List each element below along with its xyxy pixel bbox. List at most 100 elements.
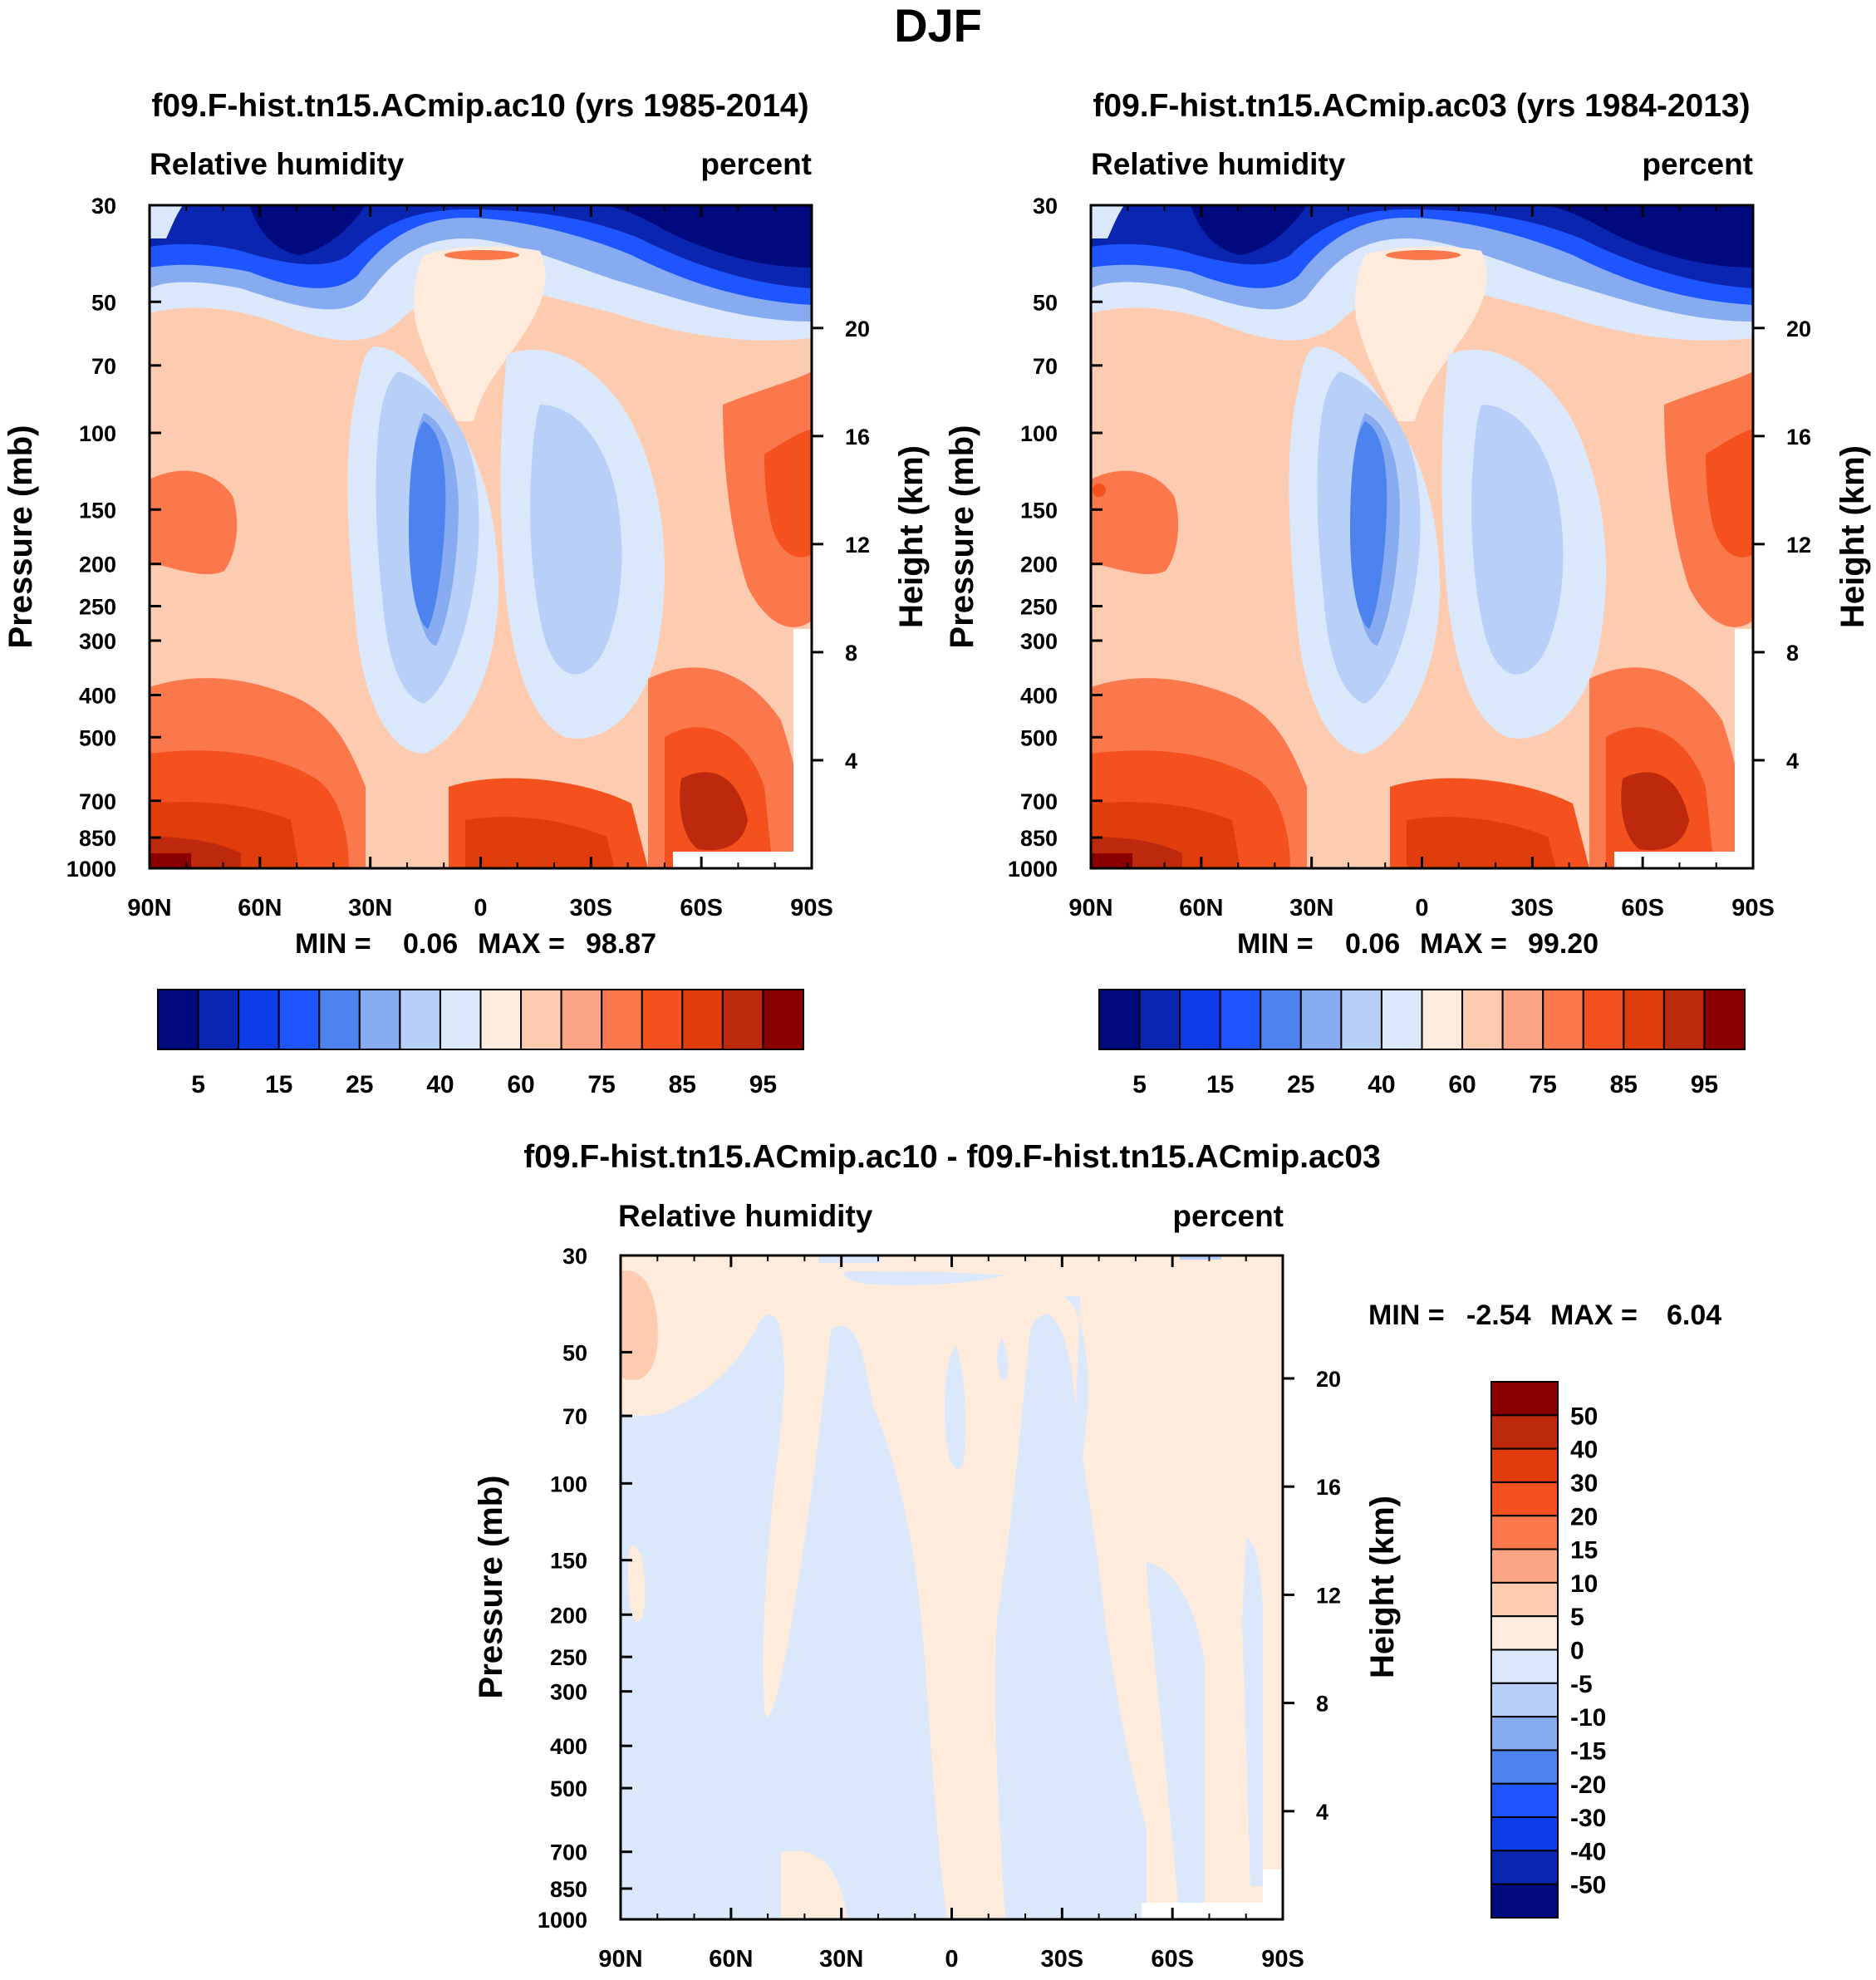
colorbar-box <box>1662 989 1706 1050</box>
colorbar-box <box>1380 989 1423 1050</box>
y-tick-label: 250 <box>79 595 116 620</box>
colorbar-label: -30 <box>1570 1805 1606 1832</box>
height-tick-label: 4 <box>1316 1800 1328 1825</box>
colorbar-box <box>1490 1381 1559 1417</box>
colorbar-box <box>1490 1548 1559 1584</box>
y-tick-label: 1000 <box>66 857 116 882</box>
panel-a-min-value: 0.06 <box>403 928 458 960</box>
panel-a-ylabel-right: Height (km) <box>893 445 930 628</box>
x-tick-label: 60N <box>238 895 282 921</box>
panel-diff-units-label: percent <box>1172 1199 1284 1233</box>
x-tick-label: 60S <box>680 895 723 921</box>
panel-b-units-label: percent <box>1642 147 1753 181</box>
panel-a-ylabel: Pressure (mb) <box>2 425 39 649</box>
panel-diff-min-label: MIN = <box>1368 1300 1445 1331</box>
panel-b-colorbar: 5 15 25 40 60 75 85 95 <box>1098 989 1746 1098</box>
panel-b-max-value: 99.20 <box>1528 928 1599 960</box>
panel-b: f09.F-hist.tn15.ACmip.ac03 (yrs 1984-201… <box>944 88 1871 1098</box>
colorbar-box <box>1490 1816 1559 1852</box>
colorbar-box <box>318 989 361 1050</box>
panel-a-variable-label: Relative humidity <box>150 147 405 181</box>
y-tick-label: 500 <box>79 725 116 750</box>
colorbar-box <box>1703 989 1746 1050</box>
panel-diff-title: f09.F-hist.tn15.ACmip.ac10 - f09.F-hist.… <box>523 1139 1381 1175</box>
y-tick-label: 100 <box>79 421 116 446</box>
colorbar-label: 25 <box>346 1071 373 1098</box>
colorbar-box <box>1490 1682 1559 1718</box>
colorbar-box <box>1490 1648 1559 1684</box>
colorbar-label: 60 <box>1448 1071 1476 1098</box>
y-tick-label: 30 <box>562 1244 587 1269</box>
colorbar-label: 50 <box>1570 1403 1598 1430</box>
colorbar-label: -20 <box>1570 1771 1606 1799</box>
colorbar-box <box>277 989 321 1050</box>
x-tick-label: 30N <box>819 1946 863 1973</box>
colorbar-label: 40 <box>1368 1071 1395 1098</box>
colorbar-box <box>1490 1581 1559 1618</box>
panel-a-min-label: MIN = <box>295 928 371 960</box>
y-tick-label: 200 <box>550 1603 587 1628</box>
panel-b-title: f09.F-hist.tn15.ACmip.ac03 (yrs 1984-201… <box>1093 88 1750 124</box>
colorbar-box <box>641 989 684 1050</box>
y-tick-label: 150 <box>1020 498 1058 523</box>
y-tick-label: 50 <box>91 290 116 315</box>
height-tick-label: 8 <box>1786 641 1799 666</box>
x-tick-label: 90S <box>1261 1946 1304 1973</box>
y-tick-label: 250 <box>1020 595 1058 620</box>
height-tick-label: 12 <box>845 533 870 558</box>
colorbar-box <box>1490 1615 1559 1651</box>
height-tick-label: 16 <box>1316 1475 1341 1500</box>
colorbar-label: 95 <box>1691 1071 1718 1098</box>
y-tick-label: 200 <box>1020 553 1058 577</box>
panel-diff-variable-label: Relative humidity <box>618 1199 873 1233</box>
colorbar-label: 40 <box>426 1071 454 1098</box>
colorbar-box <box>1490 1883 1559 1919</box>
panel-b-min-value: 0.06 <box>1345 928 1400 960</box>
colorbar-box <box>560 989 603 1050</box>
y-tick-label: 30 <box>91 194 116 219</box>
height-tick-label: 20 <box>845 317 870 341</box>
x-tick-label: 60N <box>1179 895 1223 921</box>
page-title: DJF <box>894 0 982 52</box>
panel-a: f09.F-hist.tn15.ACmip.ac10 (yrs 1985-201… <box>2 88 930 1098</box>
panel-b-ylabel: Pressure (mb) <box>944 425 980 649</box>
y-tick-label: 700 <box>550 1840 587 1865</box>
colorbar-box <box>1340 989 1382 1050</box>
colorbar-box <box>681 989 724 1050</box>
colorbar-label: 40 <box>1570 1437 1598 1464</box>
x-tick-label: 90S <box>790 895 833 921</box>
y-tick-label: 850 <box>550 1877 587 1902</box>
colorbar-label: 5 <box>1570 1604 1584 1631</box>
colorbar-box <box>1490 1749 1559 1785</box>
y-tick-label: 50 <box>562 1340 587 1365</box>
y-tick-label: 500 <box>550 1776 587 1801</box>
y-tick-label: 70 <box>562 1404 587 1429</box>
panel-diff-min-value: -2.54 <box>1466 1300 1531 1331</box>
panel-diff: f09.F-hist.tn15.ACmip.ac10 - f09.F-hist.… <box>473 1139 1721 1973</box>
colorbar-box <box>1219 989 1262 1050</box>
colorbar-label: -50 <box>1570 1872 1606 1899</box>
y-tick-label: 300 <box>79 629 116 654</box>
colorbar-label: -40 <box>1570 1838 1606 1865</box>
y-tick-label: 400 <box>550 1734 587 1759</box>
colorbar-box <box>1461 989 1504 1050</box>
colorbar-box <box>1490 1782 1559 1819</box>
x-tick-label: 0 <box>1415 895 1428 921</box>
height-tick-label: 4 <box>845 749 857 774</box>
x-tick-label: 0 <box>945 1946 958 1973</box>
y-tick-label: 150 <box>79 498 116 523</box>
colorbar-box <box>1490 1515 1559 1550</box>
x-tick-label: 90N <box>598 1946 642 1973</box>
colorbar-label: 5 <box>191 1071 205 1098</box>
y-tick-label: 500 <box>1020 725 1058 750</box>
colorbar-box <box>399 989 441 1050</box>
x-tick-label: 90N <box>127 895 171 921</box>
colorbar-label: 15 <box>1206 1071 1234 1098</box>
y-tick-label: 150 <box>550 1549 587 1574</box>
colorbar-label: 15 <box>265 1071 292 1098</box>
colorbar-label: 95 <box>749 1071 777 1098</box>
height-tick-label: 16 <box>845 425 870 450</box>
x-tick-label: 30N <box>1289 895 1333 921</box>
panel-diff-ylabel-right: Height (km) <box>1364 1496 1401 1678</box>
